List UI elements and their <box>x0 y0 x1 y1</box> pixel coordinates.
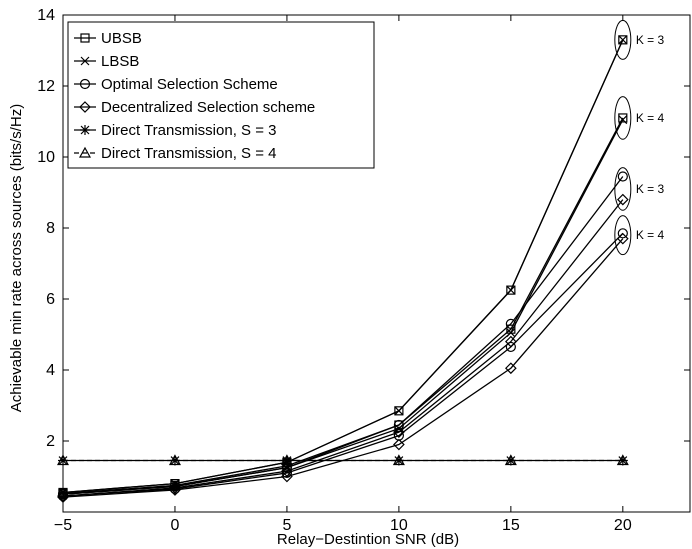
data-point <box>618 113 628 123</box>
y-tick-label: 8 <box>46 220 55 237</box>
data-point <box>505 318 516 329</box>
data-point <box>393 426 405 438</box>
series-line <box>62 199 624 497</box>
data-point <box>505 362 517 375</box>
data-point <box>169 484 181 496</box>
x-tick-label: −5 <box>54 517 72 534</box>
y-tick-label: 6 <box>46 291 55 308</box>
data-point <box>392 454 405 466</box>
series-line <box>62 176 624 495</box>
y-tick-label: 14 <box>37 7 55 24</box>
data-point <box>616 232 629 245</box>
x-tick-label: 10 <box>390 517 408 534</box>
data-point <box>281 455 292 466</box>
data-point <box>394 406 404 416</box>
legend-label: Decentralized Selection scheme <box>101 99 315 116</box>
legend-box <box>67 21 375 169</box>
data-point <box>506 285 516 295</box>
annotation-label: K = 4 <box>636 228 665 242</box>
x-axis-label: Relay−Destintion SNR (dB) <box>277 531 459 548</box>
plot-frame <box>62 14 691 513</box>
legend-marker <box>80 56 90 66</box>
legend-marker <box>80 33 90 43</box>
data-point <box>618 115 628 125</box>
data-point <box>616 193 629 206</box>
series-line <box>62 232 624 497</box>
annotation-ellipse <box>614 215 632 256</box>
data-point <box>616 454 629 466</box>
data-point <box>168 454 181 466</box>
data-point <box>617 455 628 466</box>
x-tick-label: 20 <box>614 517 632 534</box>
legend-label: LBSB <box>101 53 139 70</box>
data-point <box>394 406 404 416</box>
data-point <box>506 285 516 295</box>
y-axis-label: Achievable min rate across sources (bits… <box>8 104 25 412</box>
data-point <box>505 455 516 466</box>
data-point <box>169 455 180 466</box>
legend-label: UBSB <box>101 30 142 47</box>
data-point <box>506 328 516 338</box>
y-tick-label: 10 <box>37 149 55 166</box>
annotation-label: K = 3 <box>636 182 665 196</box>
series-line <box>62 117 624 495</box>
data-point <box>505 341 516 353</box>
data-point <box>280 454 293 466</box>
data-point <box>618 35 628 45</box>
legend-marker <box>79 101 91 113</box>
series-line <box>62 39 624 494</box>
legend-marker <box>80 125 90 135</box>
annotation-label: K = 3 <box>636 33 665 47</box>
legend-label: Optimal Selection Scheme <box>101 76 278 93</box>
x-tick-label: 5 <box>282 517 291 534</box>
data-point <box>393 438 405 451</box>
legend-marker <box>78 146 92 158</box>
legend: UBSB LBSB Optimal Selection Scheme Decentra… <box>67 21 375 169</box>
x-tick-label: 15 <box>502 517 520 534</box>
axes: −5 0 5 10 15 20 2 4 6 8 10 12 14 <box>37 7 691 534</box>
data-point <box>169 481 181 492</box>
data-point <box>618 35 628 45</box>
data-point <box>504 454 517 466</box>
plot-area: K = 3 K = 4 K = 3 K = 4 <box>56 19 665 503</box>
annotation-label: K = 4 <box>636 111 665 125</box>
data-point <box>281 467 293 479</box>
y-tick-label: 12 <box>37 78 55 95</box>
legend-marker <box>79 78 91 90</box>
annotation-ellipse <box>614 96 632 140</box>
y-tick-label: 4 <box>46 362 55 379</box>
data-point <box>617 228 628 239</box>
annotation-ellipse <box>614 167 632 211</box>
data-point <box>393 455 404 466</box>
legend-label: Direct Transmission, S = 4 <box>101 145 276 162</box>
data-point <box>281 470 293 483</box>
data-point <box>617 171 628 182</box>
x-tick-label: 0 <box>171 517 180 534</box>
legend-label: Direct Transmission, S = 3 <box>101 122 276 139</box>
data-point <box>393 419 404 431</box>
y-tick-label: 2 <box>46 433 55 450</box>
